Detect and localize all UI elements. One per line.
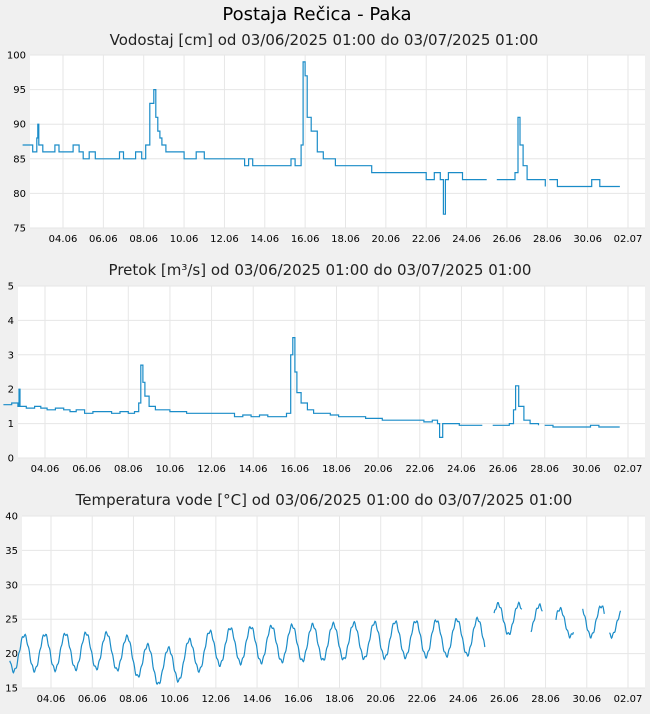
chart-0: 75 80 85 90 95 100 04.06 06.06 08.06 10.06 12.06 14… (7, 51, 645, 245)
x-tick-label: 18.06 (331, 234, 360, 245)
x-tick-label: 24.06 (447, 464, 476, 475)
x-tick-label: 06.06 (72, 464, 101, 475)
x-tick-label: 12.06 (197, 464, 226, 475)
x-tick-label: 18.06 (325, 694, 354, 705)
x-tick-label: 10.06 (170, 234, 199, 245)
y-tick-label: 100 (7, 51, 26, 62)
y-tick-label: 30 (5, 580, 18, 591)
x-tick-label: 22.06 (405, 464, 434, 475)
x-tick-label: 20.06 (366, 694, 395, 705)
y-tick-label: 90 (13, 120, 26, 131)
x-tick-label: 02.07 (614, 464, 643, 475)
series-line-2 (549, 179, 620, 188)
x-tick-label: 02.07 (614, 234, 643, 245)
chart-title-vodostaj: Vodostaj [cm] od 03/06/2025 01:00 do 03/… (110, 31, 539, 49)
x-tick-label: 04.06 (31, 464, 60, 475)
x-tick-label: 24.06 (449, 694, 478, 705)
x-tick-label: 22.06 (412, 234, 441, 245)
x-tick-label: 28.06 (533, 234, 562, 245)
x-tick-label: 22.06 (408, 694, 437, 705)
x-tick-label: 16.06 (284, 694, 313, 705)
x-tick-label: 04.06 (49, 234, 78, 245)
x-tick-label: 28.06 (531, 694, 560, 705)
chart-1: 0 1 2 3 4 5 04.06 06.06 08.06 10.06 12.06 14.06 16.0… (3, 282, 645, 475)
chart-title-temperatura: Temperatura vode [°C] od 03/06/2025 01:0… (75, 491, 573, 509)
series-line-1 (492, 385, 540, 426)
x-tick-label: 18.06 (322, 464, 351, 475)
y-tick-label: 75 (13, 224, 26, 235)
y-tick-label: 40 (5, 512, 18, 523)
page-title: Postaja Rečica - Paka (222, 4, 411, 25)
x-tick-label: 20.06 (364, 464, 393, 475)
y-tick-label: 5 (8, 282, 14, 293)
series-line-0 (3, 337, 483, 438)
plot-area (22, 516, 645, 688)
x-tick-label: 08.06 (129, 234, 158, 245)
y-tick-label: 20 (5, 649, 18, 660)
x-tick-label: 08.06 (114, 464, 143, 475)
x-tick-label: 14.06 (239, 464, 268, 475)
series-line-3 (555, 606, 574, 640)
series-line-4 (582, 605, 605, 639)
series-line-1 (493, 601, 523, 636)
x-tick-label: 30.06 (572, 464, 601, 475)
x-tick-label: 10.06 (160, 694, 189, 705)
series-line-1 (496, 116, 546, 187)
y-tick-label: 0 (8, 454, 14, 465)
x-tick-label: 14.06 (250, 234, 279, 245)
x-tick-label: 26.06 (490, 694, 519, 705)
x-tick-label: 06.06 (89, 234, 118, 245)
x-tick-label: 12.06 (210, 234, 239, 245)
y-tick-label: 80 (13, 189, 26, 200)
series-line-2 (530, 602, 543, 633)
y-tick-label: 85 (13, 154, 26, 165)
x-tick-label: 30.06 (572, 694, 601, 705)
x-tick-label: 14.06 (243, 694, 272, 705)
chart-2: 15 20 25 30 35 40 04.06 06.06 08.06 10.06 12.06 14.… (5, 512, 645, 705)
x-tick-label: 16.06 (281, 464, 310, 475)
x-tick-label: 26.06 (493, 234, 522, 245)
x-tick-label: 16.06 (291, 234, 320, 245)
y-tick-label: 25 (5, 615, 18, 626)
y-tick-label: 3 (8, 350, 14, 361)
x-tick-label: 04.06 (37, 694, 66, 705)
series-line-0 (22, 61, 487, 215)
y-tick-label: 4 (8, 316, 14, 327)
x-tick-label: 30.06 (573, 234, 602, 245)
plot-area (30, 55, 645, 228)
series-line-0 (9, 616, 486, 686)
y-tick-label: 95 (13, 85, 26, 96)
y-tick-label: 35 (5, 546, 18, 557)
chart-title-pretok: Pretok [m³/s] od 03/06/2025 01:00 do 03/… (109, 261, 532, 279)
plot-area (18, 286, 645, 458)
x-tick-label: 10.06 (156, 464, 185, 475)
y-tick-label: 15 (5, 684, 18, 695)
y-tick-label: 1 (8, 419, 14, 430)
series-line-5 (609, 610, 622, 640)
x-tick-label: 12.06 (202, 694, 231, 705)
x-tick-label: 06.06 (78, 694, 107, 705)
x-tick-label: 02.07 (614, 694, 643, 705)
series-line-2 (544, 424, 620, 428)
x-tick-label: 24.06 (452, 234, 481, 245)
x-tick-label: 26.06 (489, 464, 518, 475)
x-tick-label: 20.06 (372, 234, 401, 245)
x-tick-label: 28.06 (530, 464, 559, 475)
x-tick-label: 08.06 (119, 694, 148, 705)
y-tick-label: 2 (8, 385, 14, 396)
